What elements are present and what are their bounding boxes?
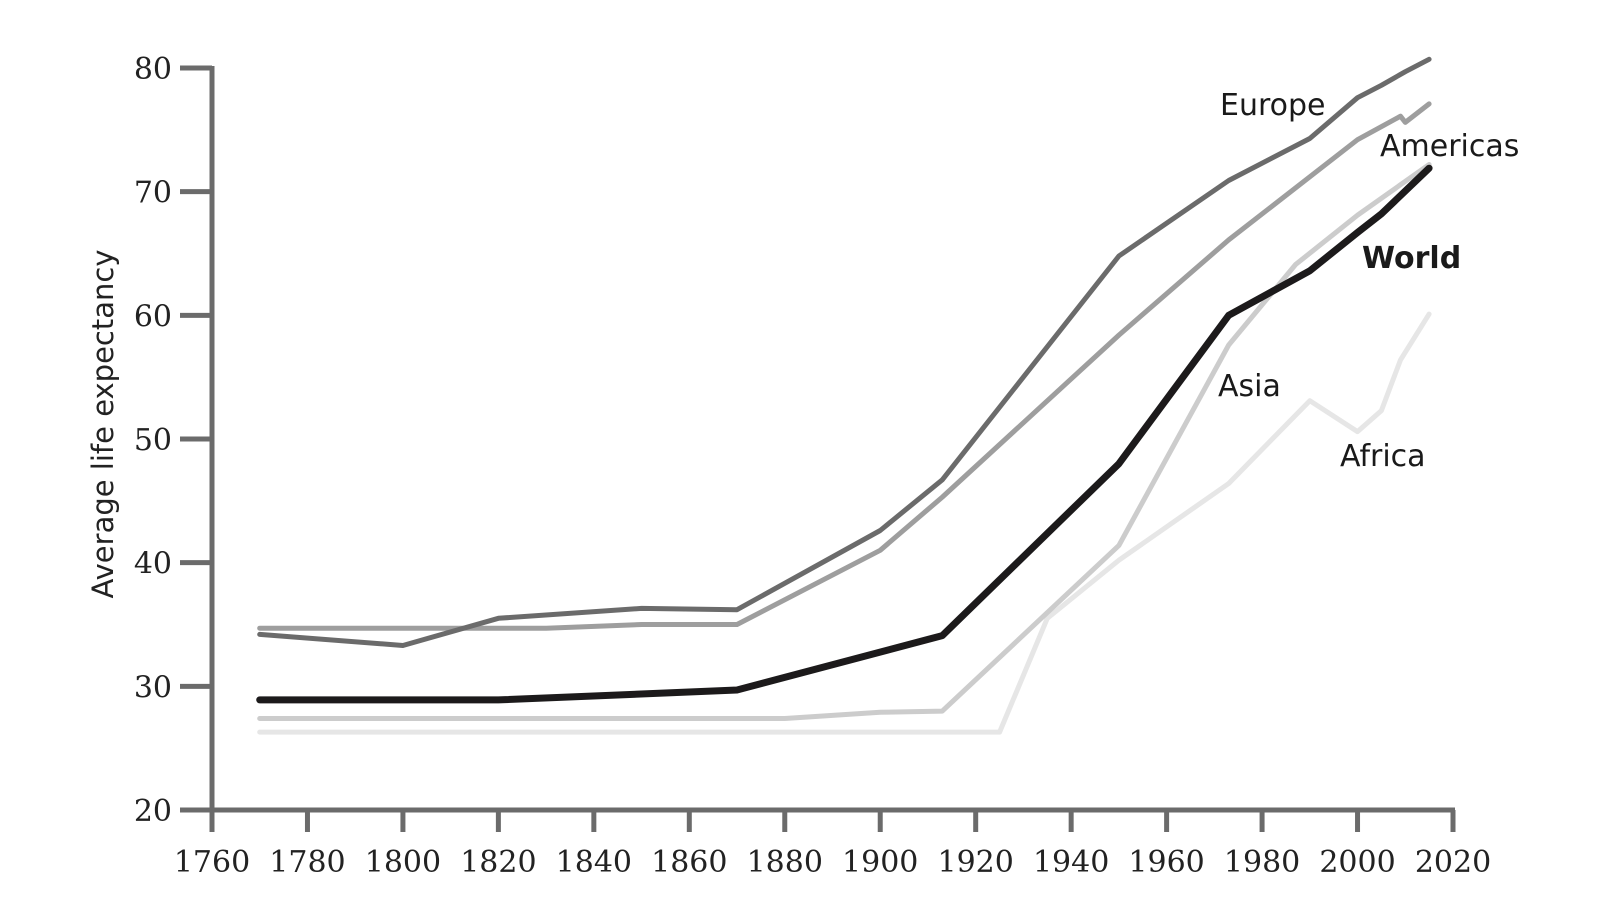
y-tick-label: 50 (134, 423, 172, 458)
x-tick-label: 1840 (556, 845, 632, 880)
x-tick-label: 1820 (460, 845, 536, 880)
x-tick-label: 1780 (269, 845, 345, 880)
x-axis-tick-labels: 1760 1780 1800 1820 1840 1860 1880 1900 1920 1940… (174, 845, 1491, 880)
x-tick-label: 1880 (747, 845, 823, 880)
y-tick-label: 60 (134, 299, 172, 334)
x-tick-label: 1800 (365, 845, 441, 880)
x-tick-label: 2020 (1415, 845, 1491, 880)
x-tick-label: 1920 (938, 845, 1014, 880)
y-axis-ticks (180, 65, 212, 813)
y-tick-label: 30 (134, 670, 172, 705)
x-tick-label: 2000 (1319, 845, 1395, 880)
series-line-americas (257, 101, 1432, 631)
series-line-africa (257, 311, 1432, 735)
y-tick-label: 70 (134, 176, 172, 211)
x-tick-label: 1760 (174, 845, 250, 880)
x-axis-ticks (209, 810, 1456, 832)
x-tick-label: 1960 (1128, 845, 1204, 880)
series-label-asia: Asia (1218, 369, 1281, 404)
series-line-europe (257, 56, 1432, 648)
series-label-americas: Americas (1380, 129, 1519, 164)
series-line-asia (257, 162, 1432, 721)
x-tick-label: 1900 (842, 845, 918, 880)
plot-series (256, 56, 1433, 735)
series-label-world: World (1362, 241, 1461, 276)
y-tick-label: 40 (134, 547, 172, 582)
series-line-world (256, 164, 1433, 704)
x-tick-label: 1860 (651, 845, 727, 880)
y-tick-label: 80 (134, 52, 172, 87)
y-axis-title: Average life expectancy (86, 249, 120, 598)
x-tick-label: 1940 (1033, 845, 1109, 880)
y-axis-tick-labels: 20 30 40 50 60 70 80 (134, 52, 172, 829)
series-label-europe: Europe (1220, 88, 1326, 123)
y-tick-label: 20 (134, 794, 172, 829)
x-tick-label: 1980 (1224, 845, 1300, 880)
axes (180, 65, 1456, 832)
series-label-africa: Africa (1340, 439, 1426, 474)
